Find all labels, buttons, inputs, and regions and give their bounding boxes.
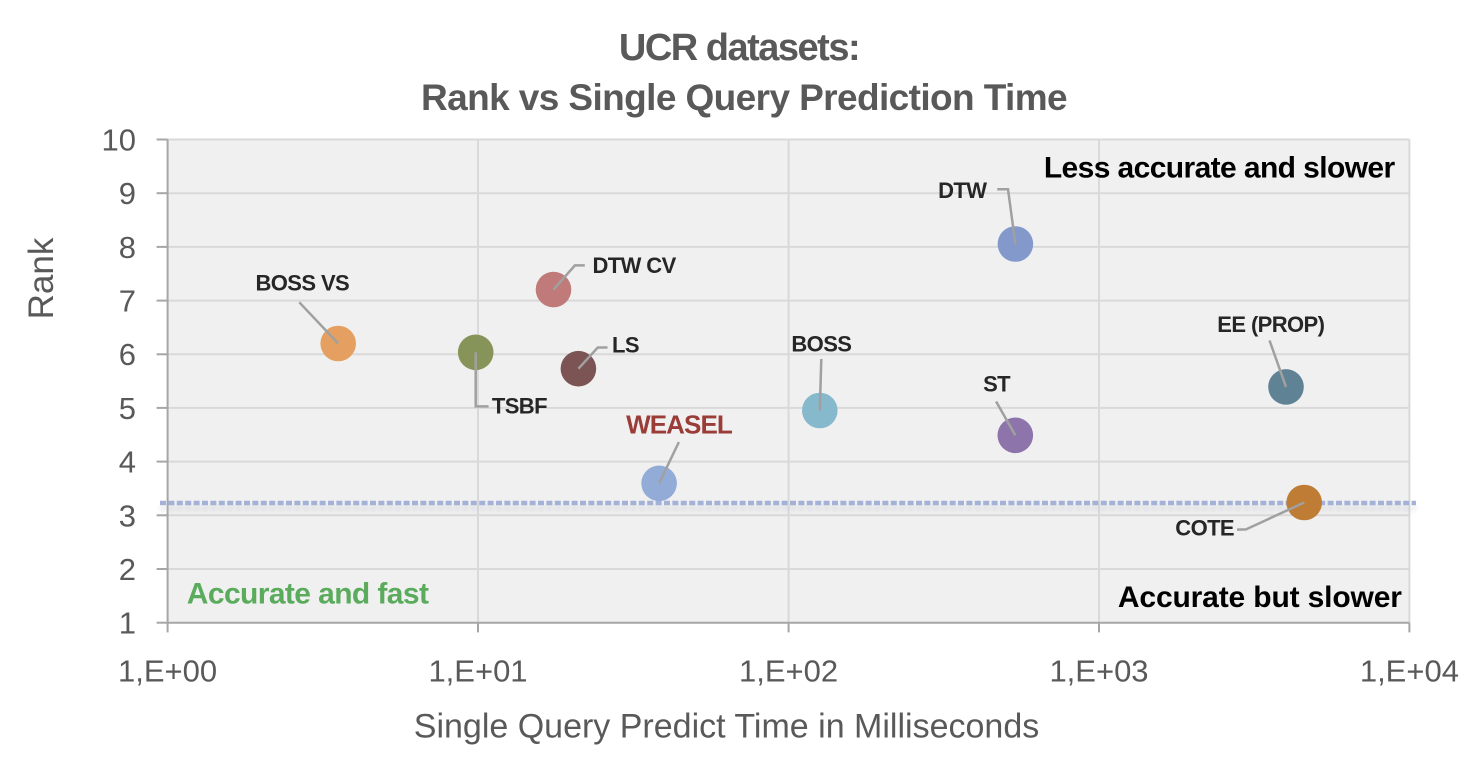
svg-text:1: 1 <box>119 606 136 641</box>
svg-text:TSBF: TSBF <box>492 394 547 419</box>
svg-text:10: 10 <box>102 123 136 158</box>
svg-text:2: 2 <box>119 552 136 587</box>
svg-text:8: 8 <box>119 230 136 265</box>
svg-text:1,E+02: 1,E+02 <box>739 654 838 689</box>
svg-text:ST: ST <box>983 372 1011 397</box>
svg-text:DTW: DTW <box>938 178 987 203</box>
svg-text:EE (PROP): EE (PROP) <box>1217 312 1324 337</box>
svg-text:1,E+03: 1,E+03 <box>1049 654 1148 689</box>
svg-text:COTE: COTE <box>1175 516 1234 541</box>
svg-text:UCR datasets:: UCR datasets: <box>619 27 859 69</box>
svg-text:1,E+04: 1,E+04 <box>1360 654 1459 689</box>
svg-text:9: 9 <box>119 176 136 211</box>
svg-text:Accurate and fast: Accurate and fast <box>187 578 429 611</box>
svg-text:3: 3 <box>119 498 136 533</box>
svg-text:5: 5 <box>119 391 136 426</box>
svg-text:1,E+00: 1,E+00 <box>118 654 217 689</box>
svg-text:6: 6 <box>119 337 136 372</box>
svg-text:LS: LS <box>612 332 639 357</box>
svg-text:Accurate but slower: Accurate but slower <box>1118 581 1402 614</box>
svg-text:WEASEL: WEASEL <box>626 410 733 440</box>
svg-text:Rank: Rank <box>22 237 61 319</box>
svg-text:BOSS VS: BOSS VS <box>256 271 350 296</box>
svg-text:Less accurate and slower: Less accurate and slower <box>1044 151 1396 184</box>
svg-text:4: 4 <box>119 445 136 480</box>
svg-text:Rank vs Single Query Predictio: Rank vs Single Query Prediction Time <box>421 77 1067 118</box>
svg-text:7: 7 <box>119 284 136 319</box>
svg-text:Single Query Predict Time in M: Single Query Predict Time in Millisecond… <box>414 708 1039 746</box>
svg-text:1,E+01: 1,E+01 <box>428 654 527 689</box>
svg-text:BOSS: BOSS <box>791 331 851 356</box>
svg-text:DTW CV: DTW CV <box>593 253 677 278</box>
